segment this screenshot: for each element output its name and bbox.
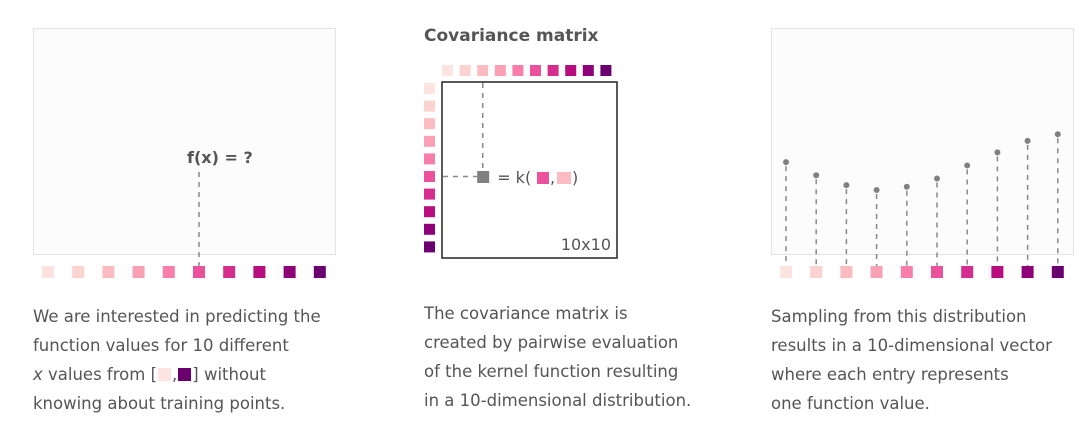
x-input-square [42, 266, 54, 278]
sample-point [934, 175, 940, 182]
matrix-row-square [424, 206, 435, 218]
last-color-swatch [178, 368, 192, 381]
sample-point [873, 187, 880, 194]
kernel-prefix: = k( [497, 168, 531, 187]
sample-point [1054, 131, 1061, 138]
kernel-separator: , [550, 168, 555, 187]
matrix-column-square [494, 65, 506, 76]
sample-point [964, 162, 971, 169]
matrix-column-square [565, 65, 577, 76]
matrix-row-square [424, 171, 435, 182]
sample-input-square [931, 266, 943, 278]
panel3-plot-area [771, 28, 1074, 255]
matrix-column-square [600, 65, 612, 76]
x-input-square [223, 266, 236, 278]
matrix-entry-square [477, 171, 490, 183]
x-input-square [102, 266, 115, 278]
sample-input-square [1051, 266, 1064, 278]
matrix-row-square [424, 135, 435, 147]
panel1-caption: We are interested in predicting the func… [33, 307, 321, 413]
matrix-column-square [459, 65, 471, 76]
matrix-row-square [424, 118, 435, 130]
x-input-square [193, 266, 205, 278]
sample-point [994, 149, 1001, 156]
kernel-suffix: ) [572, 168, 578, 187]
sample-input-square [870, 266, 883, 278]
matrix-row-square [424, 153, 435, 165]
sample-point [843, 182, 850, 189]
panel3-caption: Sampling from this distribution results … [771, 307, 1052, 413]
x-input-square [132, 266, 145, 278]
x-input-square [313, 266, 326, 278]
matrix-column-square [477, 65, 489, 76]
matrix-row-square [424, 188, 435, 200]
x-input-square [253, 266, 266, 278]
panel1-plot-area [33, 28, 336, 255]
sample-input-square [991, 266, 1004, 278]
panel2-caption: The covariance matrix is created by pair… [424, 304, 692, 410]
sample-input-square [840, 266, 853, 278]
matrix-column-square [582, 65, 594, 76]
matrix-row-square [424, 83, 435, 94]
sample-input-square [900, 266, 913, 278]
covariance-matrix-box [441, 81, 618, 259]
fx-label: f(x) = ? [187, 148, 253, 167]
kernel-arg-2-square [557, 172, 571, 184]
x-input-square [72, 266, 85, 278]
sample-point [783, 159, 789, 166]
sample-input-square [961, 266, 974, 278]
first-color-swatch [158, 368, 172, 381]
x-input-square [283, 266, 296, 278]
matrix-row-square [424, 223, 435, 235]
matrix-size-label: 10x10 [561, 235, 611, 254]
sample-input-square [1021, 266, 1034, 278]
sample-point [813, 172, 820, 179]
matrix-row-square [424, 241, 435, 253]
sample-input-square [780, 266, 792, 278]
matrix-column-square [530, 65, 541, 76]
matrix-column-square [512, 65, 524, 76]
kernel-arg-1-square [537, 172, 549, 184]
sample-point [903, 183, 910, 190]
x-input-square [162, 266, 175, 278]
matrix-column-square [547, 65, 559, 76]
sample-input-square [810, 266, 823, 278]
sample-point [1024, 137, 1031, 144]
matrix-column-square [442, 65, 453, 76]
matrix-row-square [424, 100, 435, 112]
covariance-title: Covariance matrix [424, 26, 599, 46]
